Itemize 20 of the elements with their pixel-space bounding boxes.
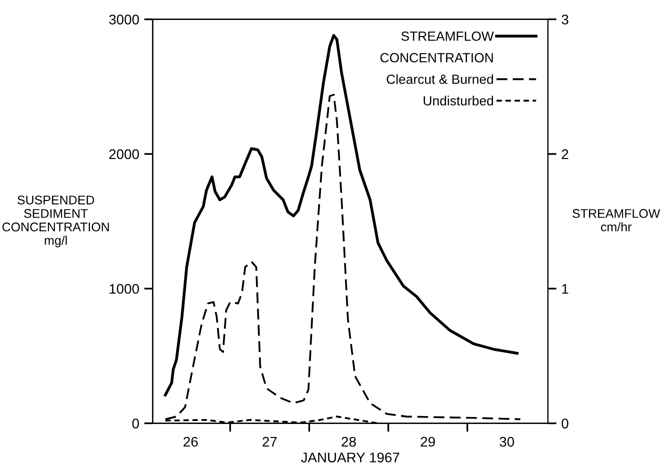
- x-tick-label: 29: [420, 436, 435, 447]
- y2-axis-title: STREAMFLOW cm/hr: [572, 209, 660, 232]
- legend-label: Undisturbed: [424, 96, 494, 106]
- legend-title: CONCENTRATION: [380, 53, 493, 62]
- legend-label: STREAMFLOW: [401, 32, 494, 41]
- y-tick-label: 2000: [109, 149, 139, 160]
- x-tick-label: 28: [342, 436, 356, 447]
- x-tick-label: 27: [262, 436, 277, 447]
- y2-tick-label: 3: [562, 14, 568, 24]
- x-tick-label: 26: [184, 436, 198, 447]
- y-tick-label: 0: [132, 418, 139, 428]
- y-tick-label: 1000: [110, 284, 139, 294]
- y2-tick-label: 2: [562, 149, 568, 159]
- y2-tick-label: 0: [562, 418, 568, 428]
- y-tick-label: 3000: [109, 14, 139, 24]
- legend-label: Clearcut & Burned: [386, 74, 494, 84]
- x-tick-label: 30: [500, 436, 514, 447]
- y2-tick-label: 1: [562, 284, 568, 294]
- y-axis-title: SUSPENDED SEDIMENT CONCENTRATION mg/l: [2, 196, 109, 248]
- x-axis-title: JANUARY 1967: [300, 452, 400, 462]
